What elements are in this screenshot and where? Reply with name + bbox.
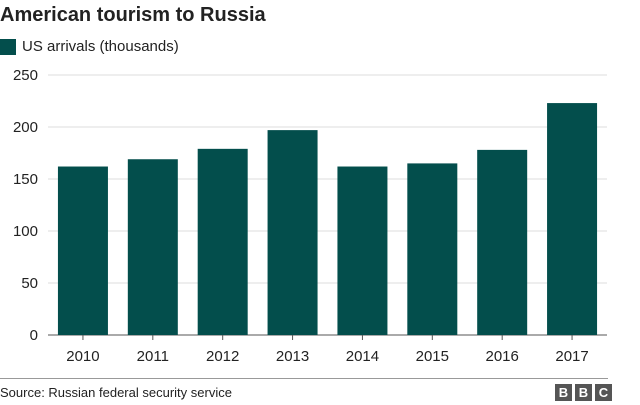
bar-2012 (197, 148, 248, 335)
bar-2017 (547, 103, 598, 335)
bar-2013 (267, 130, 318, 335)
bar-2015 (407, 163, 458, 335)
x-tick-label: 2013 (276, 348, 309, 365)
x-tick-label: 2011 (137, 348, 169, 365)
y-tick-label: 50 (21, 275, 38, 292)
bar-2010 (57, 166, 108, 335)
legend: US arrivals (thousands) (0, 38, 179, 55)
x-tick-label: 2014 (346, 348, 379, 365)
y-tick-label: 150 (13, 171, 38, 188)
x-tick-label: 2016 (486, 348, 519, 365)
legend-label: US arrivals (thousands) (22, 38, 179, 55)
bar-2016 (477, 149, 528, 335)
bar-2011 (127, 159, 178, 335)
y-tick-label: 200 (13, 119, 38, 136)
bar-chart: 0 50 100 150 200 250 2010 2011 2012 2013 2014 2015 2… (13, 67, 607, 365)
source-note: Source: Russian federal security service (0, 385, 232, 400)
y-tick-label: 0 (30, 327, 38, 344)
bar-2014 (337, 166, 388, 335)
y-tick-label: 250 (13, 67, 38, 84)
y-tick-label: 100 (13, 223, 38, 240)
x-tick-label: 2015 (416, 348, 449, 365)
x-tick-label: 2012 (206, 348, 239, 365)
x-tick-label: 2017 (555, 348, 588, 365)
bbc-logo-letter-2: B (575, 384, 592, 401)
bbc-logo-letter-3: C (595, 384, 612, 401)
chart-title: American tourism to Russia (0, 4, 266, 26)
legend-swatch (0, 38, 16, 55)
footer-divider (0, 378, 608, 379)
bbc-logo-letter-1: B (555, 384, 572, 401)
x-tick-label: 2010 (66, 348, 99, 365)
bbc-logo: B B C (555, 384, 612, 401)
